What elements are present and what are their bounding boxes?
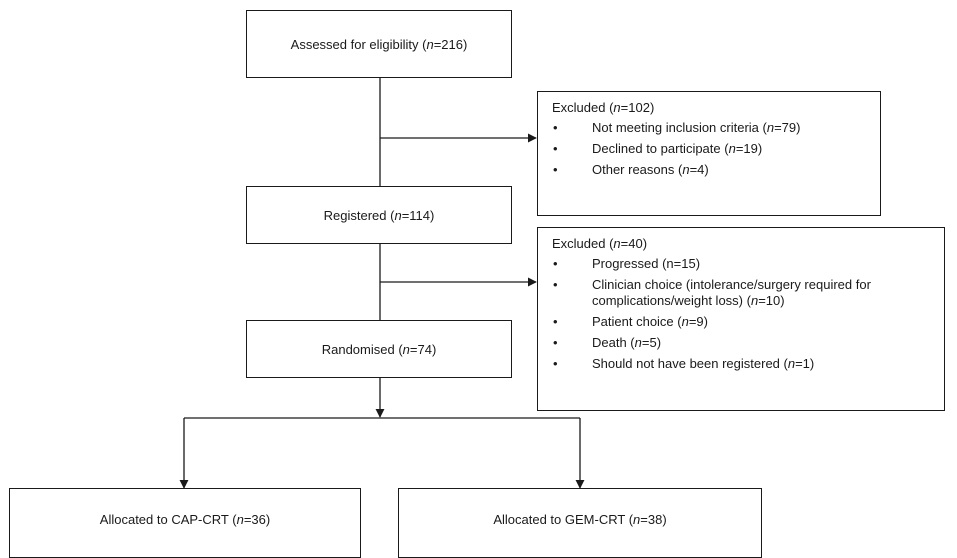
- gem-crt-label: Allocated to GEM-CRT (n=38): [493, 512, 667, 527]
- flow-connectors: [179, 78, 585, 489]
- list-item: • Progressed (n=15): [553, 256, 701, 271]
- gem-crt-box: Allocated to GEM-CRT (n=38): [398, 488, 762, 558]
- excluded-1-list: • Not meeting inclusion criteria (n=79) •…: [552, 120, 870, 178]
- cap-crt-label: Allocated to CAP-CRT (n=36): [99, 512, 271, 527]
- assessed-label: Assessed for eligibility (n=216): [290, 36, 468, 52]
- list-item: • Not meeting inclusion criteria (n=79): [553, 120, 801, 135]
- list-item: • Clinician choice (intolerance/surgery r…: [553, 277, 871, 308]
- list-item: • Death (n=5): [553, 335, 662, 350]
- excluded-box-1: Excluded (n=102) • Not meeting inclusion …: [537, 91, 881, 216]
- randomised-label: Randomised (n=74): [321, 341, 437, 357]
- list-item: • Should not have been registered (n=1): [553, 356, 815, 371]
- registered-label: Registered (n=114): [323, 207, 435, 223]
- excluded-2-list: • Progressed (n=15) • Clinician choice (in…: [552, 256, 934, 372]
- list-item: • Patient choice (n=9): [553, 314, 708, 329]
- list-item: • Declined to participate (n=19): [553, 141, 763, 156]
- excluded-box-2: Excluded (n=40) • Progressed (n=15) • Clin…: [537, 227, 945, 411]
- list-item: • Other reasons (n=4): [553, 162, 709, 177]
- cap-crt-box: Allocated to CAP-CRT (n=36): [9, 488, 361, 558]
- excluded-2-heading: Excluded (n=40): [552, 236, 648, 251]
- assessed-box: Assessed for eligibility (n=216): [246, 10, 512, 78]
- randomised-box: Randomised (n=74): [246, 320, 512, 378]
- registered-box: Registered (n=114): [246, 186, 512, 244]
- excluded-1-heading: Excluded (n=102): [552, 100, 655, 115]
